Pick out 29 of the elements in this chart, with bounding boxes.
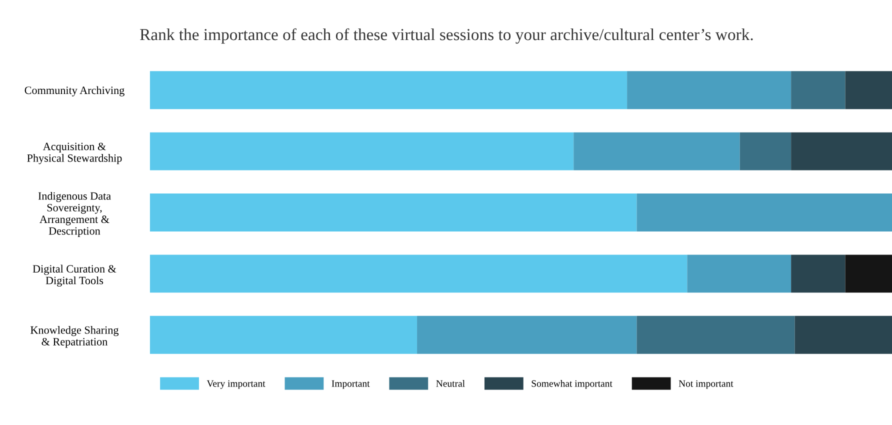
- legend-label: Important: [332, 380, 370, 389]
- bar: [845, 71, 892, 110]
- bar: [687, 254, 792, 293]
- bar: [417, 316, 637, 354]
- bar: [150, 254, 688, 293]
- y-tick-label: Community Archiving: [24, 86, 124, 96]
- chart-title: Rank the importance of each of these virtual sessions to your archive/cultural center’s work.: [140, 28, 753, 44]
- bar: [150, 132, 574, 170]
- bar: [791, 254, 846, 293]
- bar: [791, 132, 892, 170]
- bar: [150, 194, 637, 232]
- y-tick-label: Indigenous Data Sovereignty, Arrangement & Description: [38, 192, 111, 237]
- legend-label: Somewhat important: [532, 380, 612, 389]
- bar: [740, 132, 792, 170]
- y-tick-label: Digital Curation & Digital Tools: [32, 264, 116, 287]
- legend-label: Very important: [206, 380, 266, 389]
- bar: [150, 71, 628, 110]
- bar: [627, 71, 792, 110]
- bar: [791, 71, 846, 110]
- bar: [636, 316, 795, 354]
- y-tick-label: Acquisition & Physical Stewardship: [27, 142, 122, 164]
- bar: [794, 316, 892, 354]
- bar: [150, 316, 418, 354]
- bar: [574, 132, 740, 170]
- legend-label: Neutral: [436, 380, 465, 387]
- bar: [636, 194, 892, 232]
- y-tick-label: Knowledge Sharing & Repatriation: [30, 326, 119, 348]
- legend-label: Not important: [678, 380, 734, 389]
- bar: [845, 254, 892, 293]
